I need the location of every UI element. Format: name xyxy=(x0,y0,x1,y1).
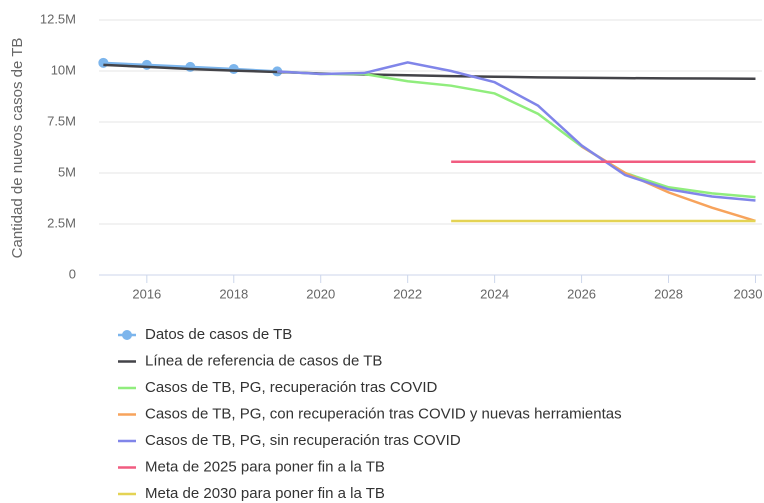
legend-label: Casos de TB, PG, con recuperación tras C… xyxy=(145,405,622,422)
y-tick-label: 0 xyxy=(69,266,76,281)
legend-label: Meta de 2030 para poner fin a la TB xyxy=(145,485,385,502)
x-tick-label: 2020 xyxy=(306,286,335,301)
legend-label: Casos de TB, PG, recuperación tras COVID xyxy=(145,379,438,396)
y-tick-label: 7.5M xyxy=(47,113,76,128)
data-point xyxy=(185,61,196,72)
y-axis-label: Cantidad de nuevos casos de TB xyxy=(9,38,26,259)
x-tick-label: 2022 xyxy=(393,286,422,301)
data-point xyxy=(228,63,239,74)
series-line xyxy=(103,63,756,81)
x-tick-label: 2028 xyxy=(654,286,683,301)
legend-label: Meta de 2025 para poner fin a la TB xyxy=(145,458,385,475)
data-point xyxy=(141,59,152,70)
legend-label: Línea de referencia de casos de TB xyxy=(145,352,382,369)
legend-label: Datos de casos de TB xyxy=(145,326,292,343)
x-tick-label: 2018 xyxy=(219,286,248,301)
series-line xyxy=(580,145,756,223)
y-tick-label: 12.5M xyxy=(40,11,76,26)
x-tick-label: 2024 xyxy=(480,286,509,301)
x-tick-label: 2016 xyxy=(132,286,161,301)
series-line xyxy=(277,70,756,199)
legend-label: Casos de TB, PG, sin recuperación tras C… xyxy=(145,432,461,449)
y-tick-label: 2.5M xyxy=(47,215,76,230)
x-tick-label: 2026 xyxy=(567,286,596,301)
x-tick-label: 2030 xyxy=(734,286,763,301)
legend-marker xyxy=(122,330,132,340)
data-point xyxy=(98,57,109,68)
y-tick-label: 5M xyxy=(58,164,76,179)
series-line xyxy=(277,61,756,202)
y-tick-label: 10M xyxy=(51,62,76,77)
